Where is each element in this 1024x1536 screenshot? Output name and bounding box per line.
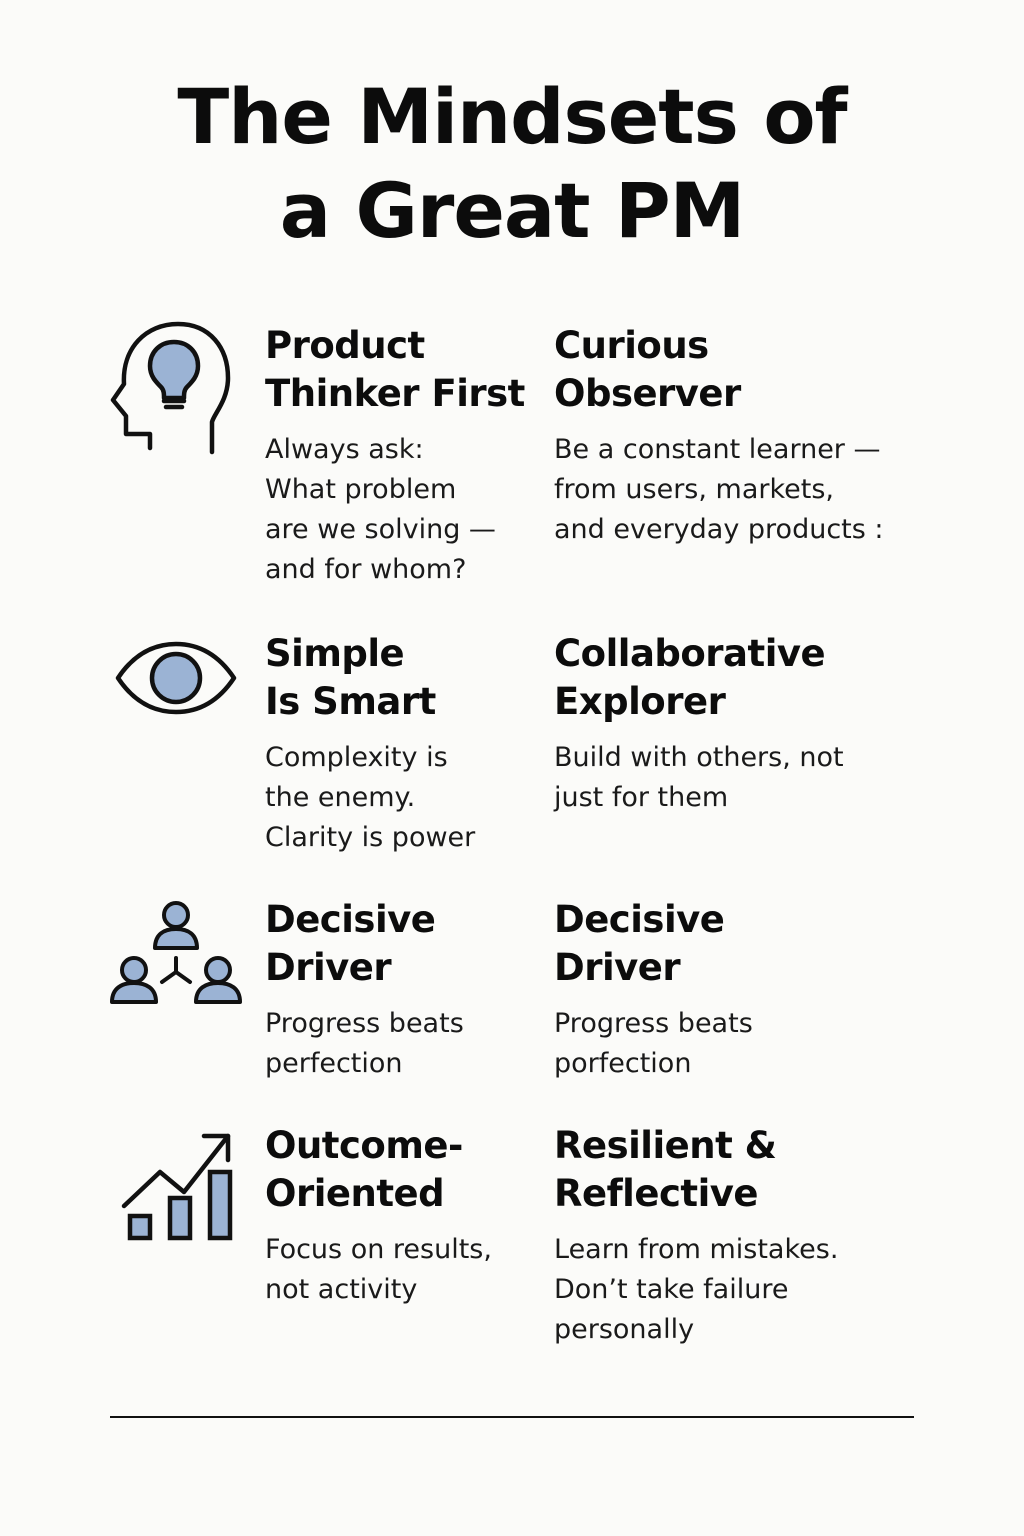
mindset-card-outcome-oriented: Outcome- Oriented Focus on results, not … — [265, 1122, 492, 1310]
heading-line: Is Smart — [265, 680, 436, 723]
growth-chart-icon — [120, 1130, 236, 1244]
mindset-card-curious-observer: Curious Observer Be a constant learner —… — [554, 322, 884, 550]
mindset-description: Progress beats porfection — [554, 1004, 753, 1084]
head-lightbulb-icon — [106, 318, 234, 458]
heading-line: Decisive — [554, 898, 725, 941]
heading-line: Decisive — [265, 898, 436, 941]
heading-line: Oriented — [265, 1172, 445, 1215]
desc-line: Focus on results, — [265, 1234, 492, 1265]
heading-line: Curious — [554, 324, 709, 367]
mindset-description: Learn from mistakes. Don’t take failure … — [554, 1230, 838, 1350]
desc-line: What problem — [265, 474, 457, 505]
desc-line: porfection — [554, 1048, 692, 1079]
heading-line: Thinker First — [265, 372, 525, 415]
desc-line: personally — [554, 1314, 695, 1345]
mindset-heading: Simple Is Smart — [265, 630, 475, 726]
desc-line: and for whom? — [265, 554, 467, 585]
eye-icon — [114, 640, 238, 716]
desc-line: Be a constant learner — — [554, 434, 881, 465]
mindset-card-simple-is-smart: Simple Is Smart Complexity is the enemy.… — [265, 630, 475, 858]
mindset-card-resilient-reflective: Resilient & Reflective Learn from mistak… — [554, 1122, 838, 1350]
mindset-card-product-thinker: Product Thinker First Always ask: What p… — [265, 322, 525, 590]
desc-line: Progress beats — [554, 1008, 753, 1039]
mindset-description: Be a constant learner — from users, mark… — [554, 430, 884, 550]
desc-line: perfection — [265, 1048, 403, 1079]
title-line-2: a Great PM — [279, 166, 746, 255]
mindset-heading: Outcome- Oriented — [265, 1122, 492, 1218]
mindset-heading: Decisive Driver — [265, 896, 464, 992]
heading-line: Outcome- — [265, 1124, 463, 1167]
page-title: The Mindsets of a Great PM — [0, 70, 1024, 258]
mindset-card-decisive-driver-duplicate: Decisive Driver Progress beats porfectio… — [554, 896, 753, 1084]
desc-line: the enemy. — [265, 782, 416, 813]
title-line-1: The Mindsets of — [177, 72, 847, 161]
mindset-card-decisive-driver: Decisive Driver Progress beats perfectio… — [265, 896, 464, 1084]
heading-line: Product — [265, 324, 425, 367]
desc-line: Complexity is — [265, 742, 448, 773]
heading-line: Resilient & — [554, 1124, 777, 1167]
desc-line: Don’t take failure — [554, 1274, 789, 1305]
desc-line: Always ask: — [265, 434, 424, 465]
mindset-heading: Resilient & Reflective — [554, 1122, 838, 1218]
desc-line: are we solving — — [265, 514, 496, 545]
mindset-description: Complexity is the enemy. Clarity is powe… — [265, 738, 475, 858]
mindset-card-collaborative-explorer: Collaborative Explorer Build with others… — [554, 630, 844, 818]
heading-line: Collaborative — [554, 632, 826, 675]
mindset-description: Progress beats perfection — [265, 1004, 464, 1084]
heading-line: Driver — [265, 946, 392, 989]
heading-line: Observer — [554, 372, 741, 415]
heading-line: Reflective — [554, 1172, 758, 1215]
desc-line: Build with others, not — [554, 742, 844, 773]
desc-line: just for them — [554, 782, 729, 813]
heading-line: Driver — [554, 946, 681, 989]
heading-line: Explorer — [554, 680, 726, 723]
desc-line: and everyday products : — [554, 514, 884, 545]
mindset-heading: Decisive Driver — [554, 896, 753, 992]
desc-line: not activity — [265, 1274, 418, 1305]
desc-line: Learn from mistakes. — [554, 1234, 839, 1265]
mindset-description: Always ask: What problem are we solving … — [265, 430, 525, 590]
team-network-icon — [108, 898, 244, 1008]
desc-line: Clarity is power — [265, 822, 476, 853]
bottom-divider — [110, 1416, 914, 1418]
desc-line: Progress beats — [265, 1008, 464, 1039]
mindset-heading: Product Thinker First — [265, 322, 525, 418]
desc-line: from users, markets, — [554, 474, 835, 505]
mindset-description: Build with others, not just for them — [554, 738, 844, 818]
mindset-heading: Collaborative Explorer — [554, 630, 844, 726]
heading-line: Simple — [265, 632, 405, 675]
mindset-description: Focus on results, not activity — [265, 1230, 492, 1310]
mindset-heading: Curious Observer — [554, 322, 884, 418]
